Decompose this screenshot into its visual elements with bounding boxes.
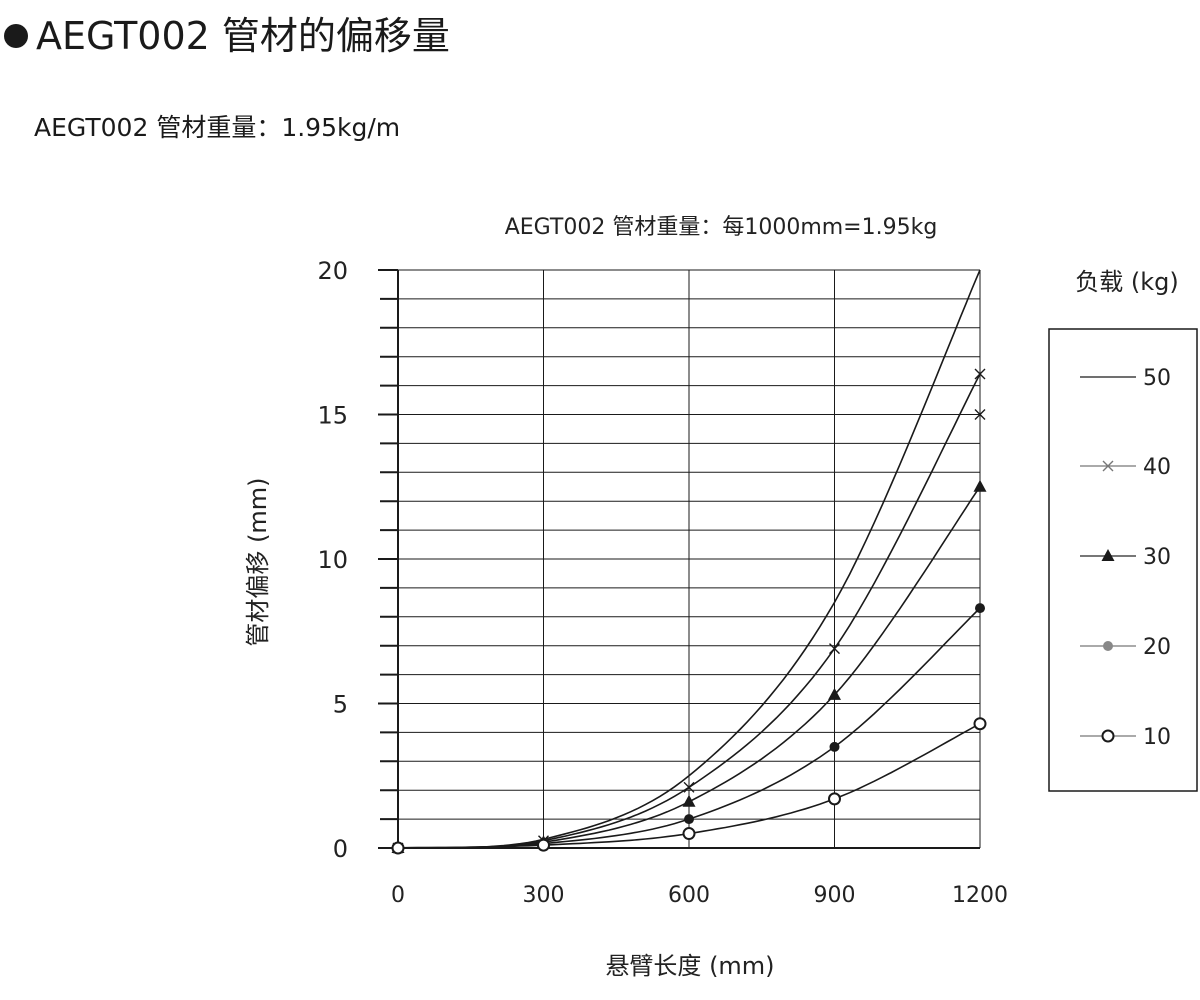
data-point bbox=[829, 741, 840, 752]
y-tick-label: 10 bbox=[317, 546, 348, 574]
x-tick-label: 600 bbox=[668, 883, 710, 908]
data-point bbox=[537, 838, 550, 852]
legend-label: 20 bbox=[1143, 635, 1171, 660]
data-point bbox=[682, 794, 696, 807]
data-point bbox=[828, 792, 841, 806]
y-tick-label: 15 bbox=[317, 402, 348, 430]
data-point bbox=[684, 814, 694, 825]
x-tick-label: 300 bbox=[523, 883, 565, 908]
x-tick-label: 0 bbox=[391, 883, 405, 908]
data-point bbox=[973, 717, 987, 731]
legend-marker bbox=[1101, 549, 1115, 561]
data-point bbox=[683, 781, 695, 793]
y-tick-label: 5 bbox=[333, 691, 348, 719]
chart-title: AEGT002 管材重量：每1000mm=1.95kg bbox=[505, 215, 938, 240]
data-point bbox=[829, 643, 840, 655]
y-tick-labels: 0 5 10 15 20 bbox=[317, 257, 348, 863]
legend-title: 负载 (kg) bbox=[1075, 268, 1179, 296]
y-tick-label: 20 bbox=[317, 257, 348, 285]
data-point bbox=[391, 841, 405, 855]
y-axis-label: 管材偏移 (mm) bbox=[244, 477, 272, 646]
legend-item-30: 30 bbox=[1080, 545, 1171, 570]
legend-marker bbox=[1103, 641, 1113, 651]
tube-weight-text: AEGT002 管材重量：1.95kg/m bbox=[34, 113, 401, 142]
legend-box bbox=[1048, 328, 1198, 792]
data-point bbox=[973, 479, 987, 492]
data-point bbox=[975, 603, 985, 614]
chart-axes bbox=[378, 269, 980, 854]
x-axis-label: 悬臂长度 (mm) bbox=[605, 952, 774, 980]
data-point bbox=[682, 827, 696, 841]
legend-item-40: 40 bbox=[1080, 455, 1171, 480]
chart-series bbox=[391, 269, 987, 855]
legend-marker bbox=[1101, 729, 1115, 743]
x-tick-labels: 0 300 600 900 1200 bbox=[391, 883, 1008, 908]
page-title-text: AEGT002 管材的偏移量 bbox=[36, 14, 450, 58]
legend-item-10: 10 bbox=[1080, 725, 1171, 750]
x-tick-label: 900 bbox=[814, 883, 856, 908]
chart-legend: 50 40 30 20 10 bbox=[1080, 366, 1171, 750]
legend-item-50: 50 bbox=[1080, 366, 1171, 391]
data-point bbox=[974, 368, 986, 380]
y-tick-label: 0 bbox=[333, 835, 348, 863]
legend-label: 40 bbox=[1143, 455, 1171, 480]
legend-item-20: 20 bbox=[1080, 635, 1171, 660]
x-tick-label: 1200 bbox=[952, 883, 1008, 908]
page-title: AEGT002 管材的偏移量 bbox=[4, 8, 450, 64]
legend-label: 30 bbox=[1143, 545, 1171, 570]
data-point bbox=[828, 687, 841, 700]
data-point bbox=[974, 409, 986, 420]
bullet-icon bbox=[4, 23, 28, 48]
legend-label: 10 bbox=[1143, 725, 1171, 750]
chart-grid bbox=[398, 269, 981, 848]
legend-label: 50 bbox=[1143, 366, 1171, 391]
legend-marker bbox=[1102, 460, 1114, 472]
series-10 bbox=[391, 717, 987, 855]
